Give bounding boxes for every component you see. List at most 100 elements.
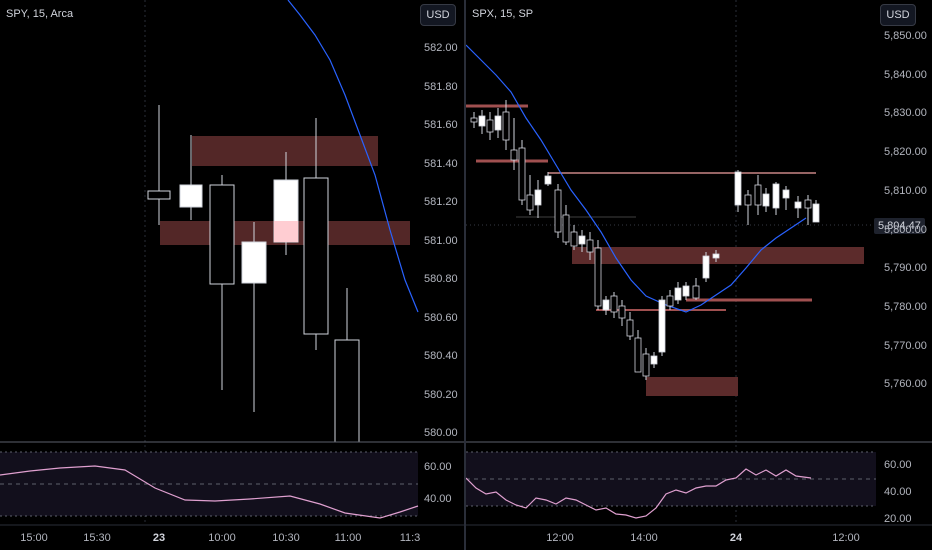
resistance-zone: [192, 136, 378, 166]
candle: [554, 189, 562, 233]
time-tick-label: 14:00: [630, 532, 658, 544]
spy-chart-canvas[interactable]: [0, 0, 464, 550]
axis-tick-label: 581.60: [424, 119, 458, 131]
symbol-label: SPX, 15, SP: [472, 8, 534, 20]
candle: [594, 247, 602, 307]
time-tick-label: 12:00: [832, 532, 860, 544]
candle: [812, 203, 820, 223]
rsi-tick-label: 20.00: [884, 513, 912, 525]
rsi-line: [466, 468, 812, 519]
axis-tick-label: 580.20: [424, 388, 458, 401]
time-tick-label: 12:00: [546, 532, 574, 544]
support-zone: [646, 377, 738, 396]
axis-tick-label: 5,760.00: [884, 378, 927, 391]
candle: [179, 135, 203, 220]
axis-tick-label: 580.80: [424, 273, 458, 285]
time-tick-label: 11:3: [399, 532, 421, 544]
candle: [782, 189, 790, 199]
moving-average-line: [287, 0, 419, 313]
candle: [273, 152, 299, 255]
candle: [562, 214, 570, 243]
candle: [544, 175, 552, 185]
last-price-label: 5,804.47: [874, 218, 925, 234]
candle: [634, 337, 642, 373]
currency-button[interactable]: USD: [420, 4, 456, 26]
pane-divider[interactable]: [464, 0, 466, 550]
candle: [602, 299, 610, 311]
candle: [794, 201, 802, 209]
candle: [650, 355, 658, 365]
axis-tick-label: 581.20: [424, 196, 458, 208]
candle: [586, 239, 594, 253]
axis-tick-label: 580.60: [424, 311, 458, 324]
axis-tick-label: 581.80: [424, 80, 458, 93]
candle: [772, 183, 780, 209]
axis-tick-label: 5,830.00: [884, 107, 927, 120]
time-tick-label: 11:00: [334, 532, 362, 544]
axis-tick-label: 5,840.00: [884, 68, 927, 81]
time-tick-label: 15:30: [83, 532, 111, 544]
candle: [712, 253, 720, 259]
candle: [642, 353, 650, 377]
candle: [702, 255, 710, 279]
currency-button[interactable]: USD: [880, 4, 916, 26]
rsi-line: [0, 465, 419, 519]
rsi-tick-label: 40.00: [424, 493, 452, 505]
time-tick-label: 23: [152, 532, 166, 544]
time-tick-label: 10:30: [272, 532, 300, 544]
candle: [534, 189, 542, 206]
axis-tick-label: 582.00: [424, 42, 458, 54]
candle: [303, 118, 329, 350]
axis-tick-label: 5,800.00: [884, 223, 927, 236]
candle: [570, 231, 578, 247]
axis-tick-label: 5,820.00: [884, 146, 927, 159]
candle: [510, 149, 518, 161]
candle: [478, 115, 486, 127]
rsi-tick-label: 60.00: [424, 461, 452, 473]
rsi-tick-label: 60.00: [884, 459, 912, 471]
axis-tick-label: 581.40: [424, 157, 458, 170]
axis-tick-label: 5,850.00: [884, 30, 927, 42]
axis-tick-label: 580.40: [424, 350, 458, 362]
candle: [470, 117, 478, 123]
symbol-label: SPY, 15, Arca: [6, 8, 74, 20]
candle: [518, 147, 526, 201]
candle: [502, 111, 510, 141]
axis-tick-label: 5,810.00: [884, 184, 927, 197]
candle: [494, 115, 502, 131]
rsi-tick-label: 40.00: [884, 486, 912, 498]
rsi-band: [466, 452, 876, 506]
moving-average-line: [466, 44, 807, 313]
time-tick-label: 15:00: [20, 532, 48, 544]
candles-group: [470, 100, 820, 380]
axis-tick-label: 581.00: [424, 234, 458, 247]
candle: [682, 285, 690, 297]
candle: [241, 222, 267, 412]
candle: [666, 295, 674, 307]
time-tick-label: 24: [729, 532, 743, 544]
axis-tick-label: 5,770.00: [884, 339, 927, 352]
candle: [658, 299, 666, 353]
candle: [334, 288, 360, 443]
candle: [209, 175, 235, 390]
spy-chart-pane[interactable]: SPY, 15, Arca USD 582.00 581.80 581.60 581.…: [0, 0, 464, 550]
candle: [804, 199, 812, 209]
candle: [762, 193, 770, 207]
candle: [147, 105, 171, 225]
candle: [626, 319, 634, 337]
candle: [610, 295, 618, 313]
axis-tick-label: 5,780.00: [884, 300, 927, 313]
candle: [618, 305, 626, 319]
candle: [754, 184, 762, 206]
time-tick-label: 10:00: [208, 532, 236, 544]
candle: [734, 171, 742, 206]
candle: [674, 287, 682, 301]
candle: [744, 194, 752, 206]
candle: [486, 119, 494, 133]
candle: [526, 194, 534, 211]
spx-chart-pane[interactable]: SPX, 15, SP USD 5,804.47 5,850.00 5,840.0…: [466, 0, 932, 550]
candle: [578, 235, 586, 245]
spx-chart-canvas[interactable]: [466, 0, 932, 550]
axis-tick-label: 5,790.00: [884, 262, 927, 275]
candle: [692, 285, 700, 299]
